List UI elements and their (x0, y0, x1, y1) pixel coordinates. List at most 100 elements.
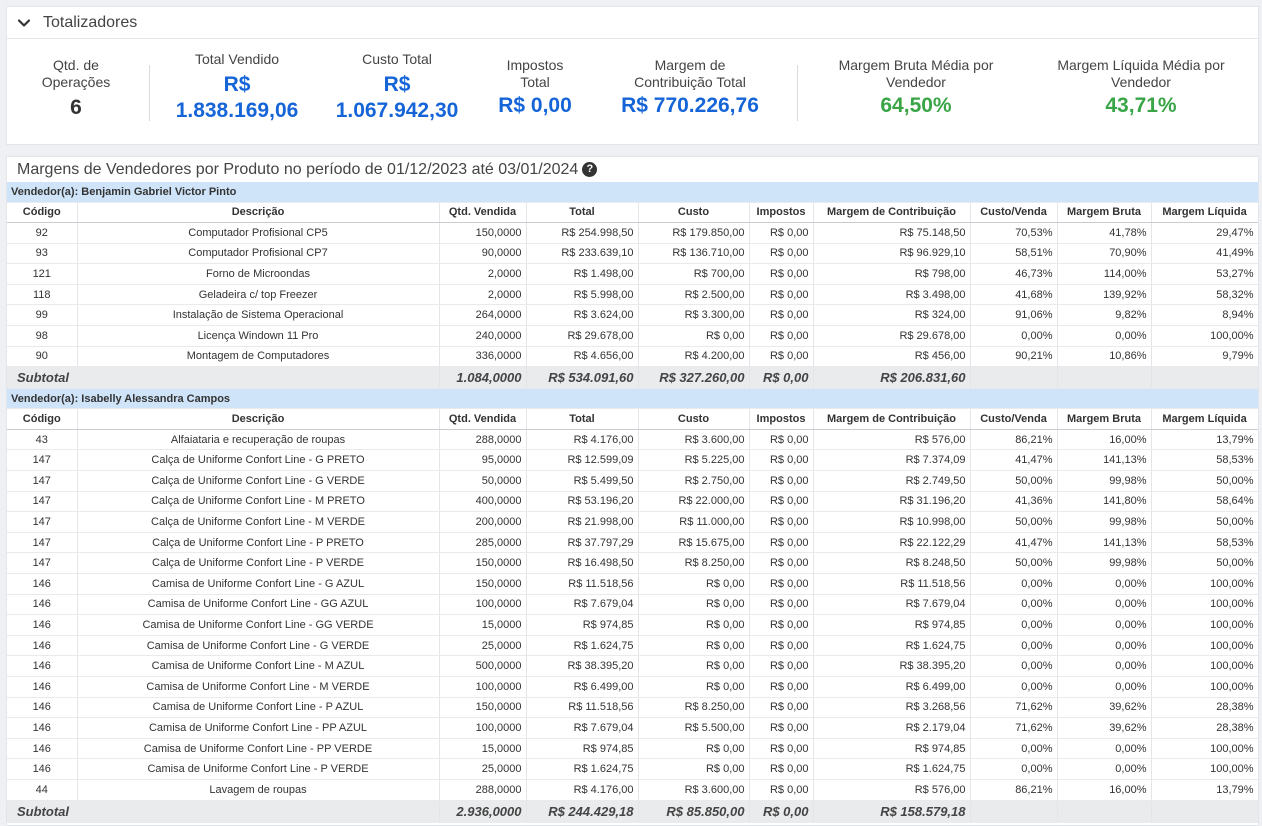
cell-margem-bruta: 0,00% (1057, 655, 1152, 677)
column-header-codigo[interactable]: Código (7, 408, 78, 430)
cell-total: R$ 21.998,00 (526, 511, 639, 533)
table-row[interactable]: 147 Calça de Uniforme Confort Line - G VE… (7, 470, 1258, 492)
cell-margem-liquida: 13,79% (1151, 429, 1258, 451)
column-header-custo[interactable]: Custo (638, 408, 750, 430)
cell-custo: R$ 15.675,00 (638, 532, 750, 554)
cell-impostos: R$ 0,00 (749, 532, 814, 554)
cell-codigo: 147 (7, 470, 78, 492)
column-header-custo-venda[interactable]: Custo/Venda (970, 408, 1058, 430)
cell-descricao: Licença Windown 11 Pro (77, 325, 440, 347)
cell-custo-venda: 41,47% (970, 449, 1058, 472)
table-row[interactable]: 44 Lavagem de roupas 288,0000 R$ 4.176,00 R$… (7, 779, 1258, 801)
table-row[interactable]: 146 Camisa de Uniforme Confort Line - GG … (7, 594, 1258, 616)
kpi-margem-liquida-value: 43,71% (1105, 94, 1177, 117)
column-header-qtd-vendida[interactable]: Qtd. Vendida (439, 202, 527, 224)
column-header-custo-venda[interactable]: Custo/Venda (970, 202, 1058, 224)
table-row[interactable]: 146 Camisa de Uniforme Confort Line - P A… (7, 697, 1258, 719)
cell-codigo: 93 (7, 243, 78, 265)
cell-margem-liquida: 28,38% (1151, 717, 1258, 739)
column-header-margem-liquida[interactable]: Margem Líquida (1151, 202, 1258, 224)
cell-custo-venda: 86,21% (970, 779, 1058, 801)
table-row[interactable]: 98 Licença Windown 11 Pro 240,0000 R$ 29.67… (7, 325, 1258, 347)
table-row[interactable]: 146 Camisa de Uniforme Confort Line - M A… (7, 655, 1258, 677)
table-row[interactable]: 93 Computador Profisional CP7 90,0000 R$ 23… (7, 243, 1258, 265)
cell-impostos: R$ 0,00 (749, 552, 814, 574)
cell-margem-bruta: 0,00% (1057, 676, 1152, 698)
subtotal-empty-cell (1057, 800, 1152, 823)
column-header-impostos[interactable]: Impostos (749, 202, 814, 224)
table-row[interactable]: 118 Geladeira c/ top Freezer 2,0000 R$ 5.99… (7, 284, 1258, 306)
column-header-margem-bruta[interactable]: Margem Bruta (1057, 408, 1152, 430)
column-header-descricao[interactable]: Descrição (77, 408, 440, 430)
column-header-total[interactable]: Total (526, 202, 639, 224)
table-row[interactable]: 146 Camisa de Uniforme Confort Line - PP … (7, 738, 1258, 760)
column-header-margem-liquida[interactable]: Margem Líquida (1151, 408, 1258, 430)
kpi-qtd-value: 6 (70, 96, 82, 119)
table-header-row: Código Descrição Qtd. Vendida Total Custo Imp… (7, 202, 1258, 224)
totalizadores-header[interactable]: Totalizadores (7, 7, 1258, 39)
cell-custo: R$ 8.250,00 (638, 552, 750, 574)
cell-margem-bruta: 99,98% (1057, 511, 1152, 533)
table-row[interactable]: 146 Camisa de Uniforme Confort Line - P V… (7, 758, 1258, 780)
cell-margem-contribuicao: R$ 324,00 (813, 304, 971, 327)
table-row[interactable]: 147 Calça de Uniforme Confort Line - P PR… (7, 532, 1258, 554)
cell-margem-contribuicao: R$ 974,85 (813, 614, 971, 636)
kpi-margem-bruta: Margem Bruta Média por Vendedor 64,50% (827, 57, 1005, 119)
column-header-custo[interactable]: Custo (638, 202, 750, 224)
kpi-margem-bruta-value: 64,50% (880, 94, 952, 117)
column-header-total[interactable]: Total (526, 408, 639, 430)
cell-total: R$ 4.176,00 (526, 779, 639, 801)
table-row[interactable]: 147 Calça de Uniforme Confort Line - G PR… (7, 449, 1258, 472)
cell-margem-bruta: 39,62% (1057, 697, 1152, 719)
cell-codigo: 121 (7, 263, 78, 285)
cell-custo-venda: 41,47% (970, 532, 1058, 554)
table-row[interactable]: 146 Camisa de Uniforme Confort Line - M V… (7, 676, 1258, 698)
cell-custo-venda: 0,00% (970, 635, 1058, 657)
subtotal-row: Subtotal 2.936,0000 R$ 244.429,18 R$ 85.850… (7, 800, 1258, 823)
cell-impostos: R$ 0,00 (749, 511, 814, 533)
subtotal-empty-cell (1151, 366, 1258, 390)
subtotal-empty-cell (1151, 800, 1258, 823)
table-row[interactable]: 43 Alfaiataria e recuperação de roupas 288… (7, 429, 1258, 451)
cell-descricao: Forno de Microondas (77, 263, 440, 285)
table-row[interactable]: 147 Calça de Uniforme Confort Line - P VE… (7, 552, 1258, 574)
column-header-impostos[interactable]: Impostos (749, 408, 814, 430)
cell-codigo: 146 (7, 676, 78, 698)
table-row[interactable]: 92 Computador Profisional CP5 150,0000 R$ 2… (7, 222, 1258, 244)
column-header-margem-contribuicao[interactable]: Margem de Contribuição (813, 408, 971, 430)
cell-custo-venda: 71,62% (970, 697, 1058, 719)
cell-margem-liquida: 50,00% (1151, 470, 1258, 492)
table-row[interactable]: 147 Calça de Uniforme Confort Line - M VE… (7, 511, 1258, 533)
column-header-qtd-vendida[interactable]: Qtd. Vendida (439, 408, 527, 430)
cell-custo-venda: 58,51% (970, 243, 1058, 265)
cell-descricao: Computador Profisional CP7 (77, 243, 440, 265)
cell-margem-bruta: 16,00% (1057, 779, 1152, 801)
chevron-down-icon[interactable] (17, 16, 31, 30)
cell-total: R$ 7.679,04 (526, 594, 639, 616)
table-row[interactable]: 146 Camisa de Uniforme Confort Line - GG … (7, 614, 1258, 636)
table-row[interactable]: 99 Instalação de Sistema Operacional 264,0… (7, 304, 1258, 327)
cell-descricao: Camisa de Uniforme Confort Line - P VERD… (77, 758, 440, 780)
table-row[interactable]: 146 Camisa de Uniforme Confort Line - PP … (7, 717, 1258, 739)
subtotal-row: Subtotal 1.084,0000 R$ 534.091,60 R$ 327.26… (7, 366, 1258, 390)
cell-impostos: R$ 0,00 (749, 284, 814, 306)
cell-custo: R$ 179.850,00 (638, 222, 750, 244)
table-row[interactable]: 146 Camisa de Uniforme Confort Line - G A… (7, 573, 1258, 595)
table-row[interactable]: 90 Montagem de Computadores 336,0000 R$ 4.6… (7, 346, 1258, 368)
column-header-margem-contribuicao[interactable]: Margem de Contribuição (813, 202, 971, 224)
question-circle-icon[interactable]: ? (582, 162, 598, 177)
cell-margem-liquida: 9,79% (1151, 346, 1258, 368)
cell-descricao: Camisa de Uniforme Confort Line - G AZUL (77, 573, 440, 595)
kpi-impostos-total: Impostos Total R$ 0,00 (489, 57, 581, 119)
column-header-codigo[interactable]: Código (7, 202, 78, 224)
column-header-descricao[interactable]: Descrição (77, 202, 440, 224)
column-header-margem-bruta[interactable]: Margem Bruta (1057, 202, 1152, 224)
table-row[interactable]: 147 Calça de Uniforme Confort Line - M PR… (7, 491, 1258, 513)
cell-custo: R$ 0,00 (638, 614, 750, 636)
cell-margem-contribuicao: R$ 75.148,50 (813, 222, 971, 244)
cell-margem-bruta: 141,80% (1057, 491, 1152, 513)
kpi-custo-total-currency: R$ (383, 73, 411, 96)
table-row[interactable]: 146 Camisa de Uniforme Confort Line - G V… (7, 635, 1258, 657)
cell-descricao: Geladeira c/ top Freezer (77, 284, 440, 306)
table-row[interactable]: 121 Forno de Microondas 2,0000 R$ 1.498,00 R… (7, 263, 1258, 285)
